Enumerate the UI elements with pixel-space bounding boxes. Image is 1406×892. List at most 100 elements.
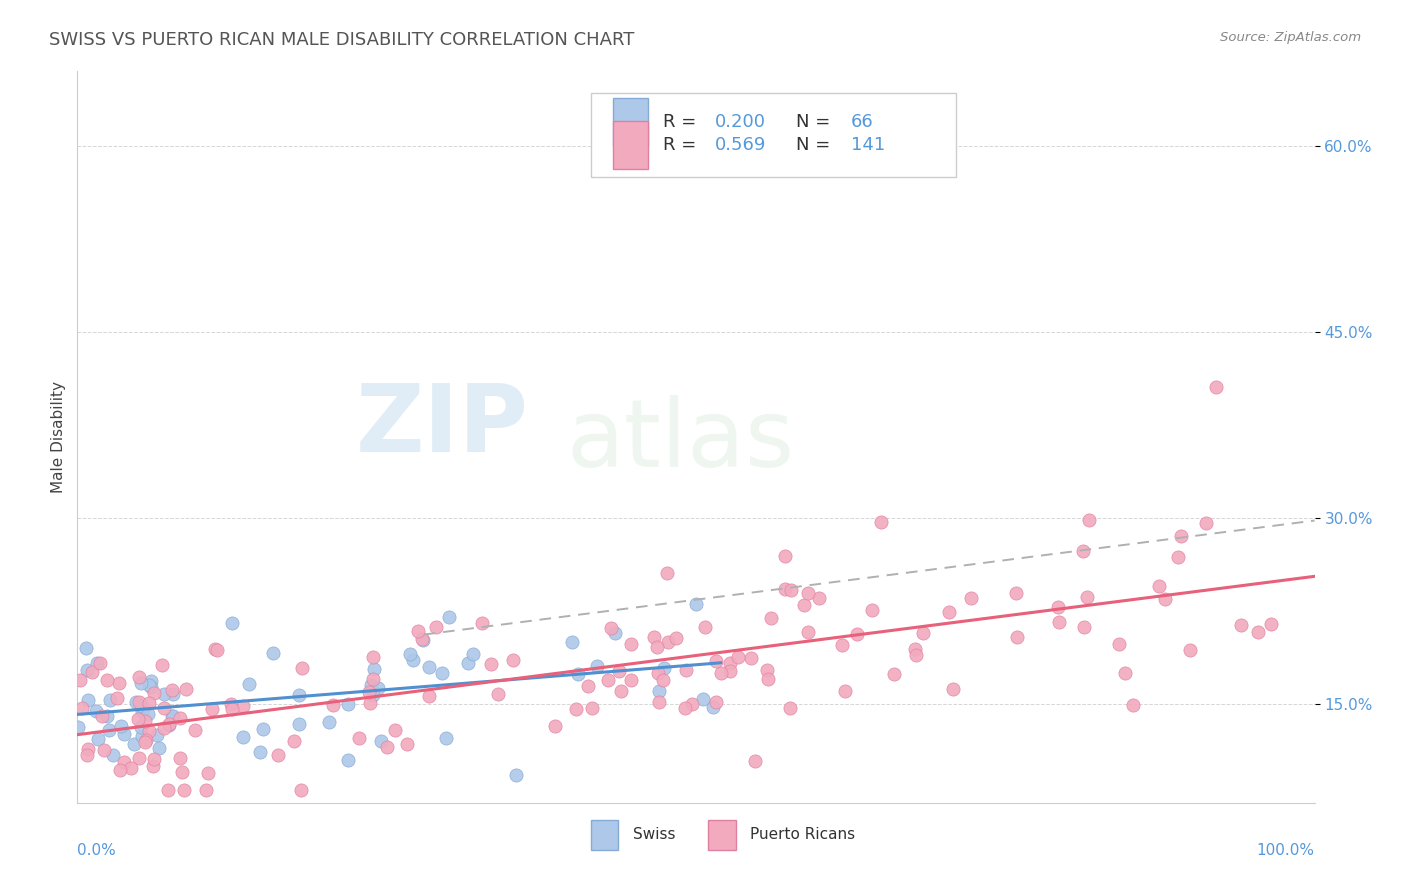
Point: [685, 598, 707, 612]
Point: [598, 673, 620, 687]
Point: [938, 605, 960, 619]
Point: [80, 665, 103, 679]
Point: [796, 586, 818, 600]
Point: [174, 681, 197, 696]
Point: [359, 696, 381, 710]
Point: [98, 692, 121, 706]
Point: [148, 740, 170, 755]
Point: [138, 724, 160, 739]
Point: [599, 621, 621, 635]
Point: [153, 721, 176, 735]
Point: [942, 681, 965, 696]
Point: [702, 699, 724, 714]
Point: [169, 751, 191, 765]
Point: [544, 719, 567, 733]
FancyBboxPatch shape: [591, 820, 619, 850]
Text: atlas: atlas: [567, 395, 794, 487]
Text: ZIP: ZIP: [356, 380, 529, 472]
Point: [138, 678, 160, 692]
Point: [693, 620, 716, 634]
Text: N =: N =: [796, 113, 837, 131]
Point: [336, 753, 359, 767]
Text: Swiss: Swiss: [633, 828, 675, 842]
Point: [779, 700, 801, 714]
Point: [70, 700, 93, 714]
Point: [288, 688, 311, 702]
Point: [665, 632, 688, 646]
Point: [1047, 615, 1070, 629]
Point: [290, 661, 312, 675]
Point: [96, 673, 118, 687]
Point: [718, 657, 741, 671]
Point: [845, 627, 868, 641]
Point: [169, 711, 191, 725]
Point: [675, 663, 697, 677]
Point: [610, 684, 633, 698]
Point: [1180, 643, 1202, 657]
Point: [232, 699, 254, 714]
Point: [363, 649, 385, 664]
Point: [1153, 591, 1175, 606]
Point: [131, 730, 153, 744]
Point: [1247, 624, 1270, 639]
Point: [96, 708, 118, 723]
Point: [904, 641, 927, 656]
Point: [266, 748, 288, 763]
Point: [162, 709, 184, 723]
Point: [232, 731, 254, 745]
Point: [648, 695, 671, 709]
FancyBboxPatch shape: [613, 121, 648, 169]
Point: [505, 767, 527, 781]
Point: [367, 681, 389, 695]
Point: [361, 688, 384, 702]
Point: [142, 686, 165, 700]
Point: [183, 723, 205, 738]
Point: [112, 727, 135, 741]
Point: [773, 549, 796, 563]
Text: R =: R =: [662, 113, 702, 131]
Point: [576, 679, 599, 693]
Point: [486, 687, 509, 701]
Point: [704, 654, 727, 668]
Point: [607, 664, 630, 678]
Point: [125, 695, 148, 709]
Point: [107, 676, 129, 690]
Point: [1071, 544, 1094, 558]
Point: [347, 731, 370, 746]
Point: [221, 616, 243, 631]
Point: [252, 722, 274, 736]
Point: [883, 667, 905, 681]
Point: [162, 687, 184, 701]
Point: [86, 732, 108, 747]
Point: [205, 643, 228, 657]
Point: [395, 737, 418, 751]
Point: [101, 747, 124, 762]
Point: [76, 663, 98, 677]
FancyBboxPatch shape: [709, 820, 735, 850]
Point: [76, 693, 98, 707]
Point: [710, 666, 733, 681]
Point: [283, 734, 305, 748]
Point: [361, 672, 384, 686]
Point: [375, 740, 398, 755]
Point: [471, 616, 494, 631]
Text: 0.200: 0.200: [714, 113, 765, 131]
Point: [120, 761, 142, 775]
Point: [122, 737, 145, 751]
Point: [1167, 550, 1189, 565]
Point: [1260, 616, 1282, 631]
Point: [411, 632, 433, 647]
Point: [173, 783, 195, 797]
Point: [112, 755, 135, 769]
Point: [110, 719, 132, 733]
Point: [127, 712, 149, 726]
Point: [290, 783, 312, 797]
Point: [744, 755, 766, 769]
Point: [110, 763, 132, 777]
Point: [912, 626, 935, 640]
Point: [337, 697, 360, 711]
Point: [93, 743, 115, 757]
Point: [463, 647, 485, 661]
Point: [860, 603, 883, 617]
Point: [162, 709, 184, 723]
